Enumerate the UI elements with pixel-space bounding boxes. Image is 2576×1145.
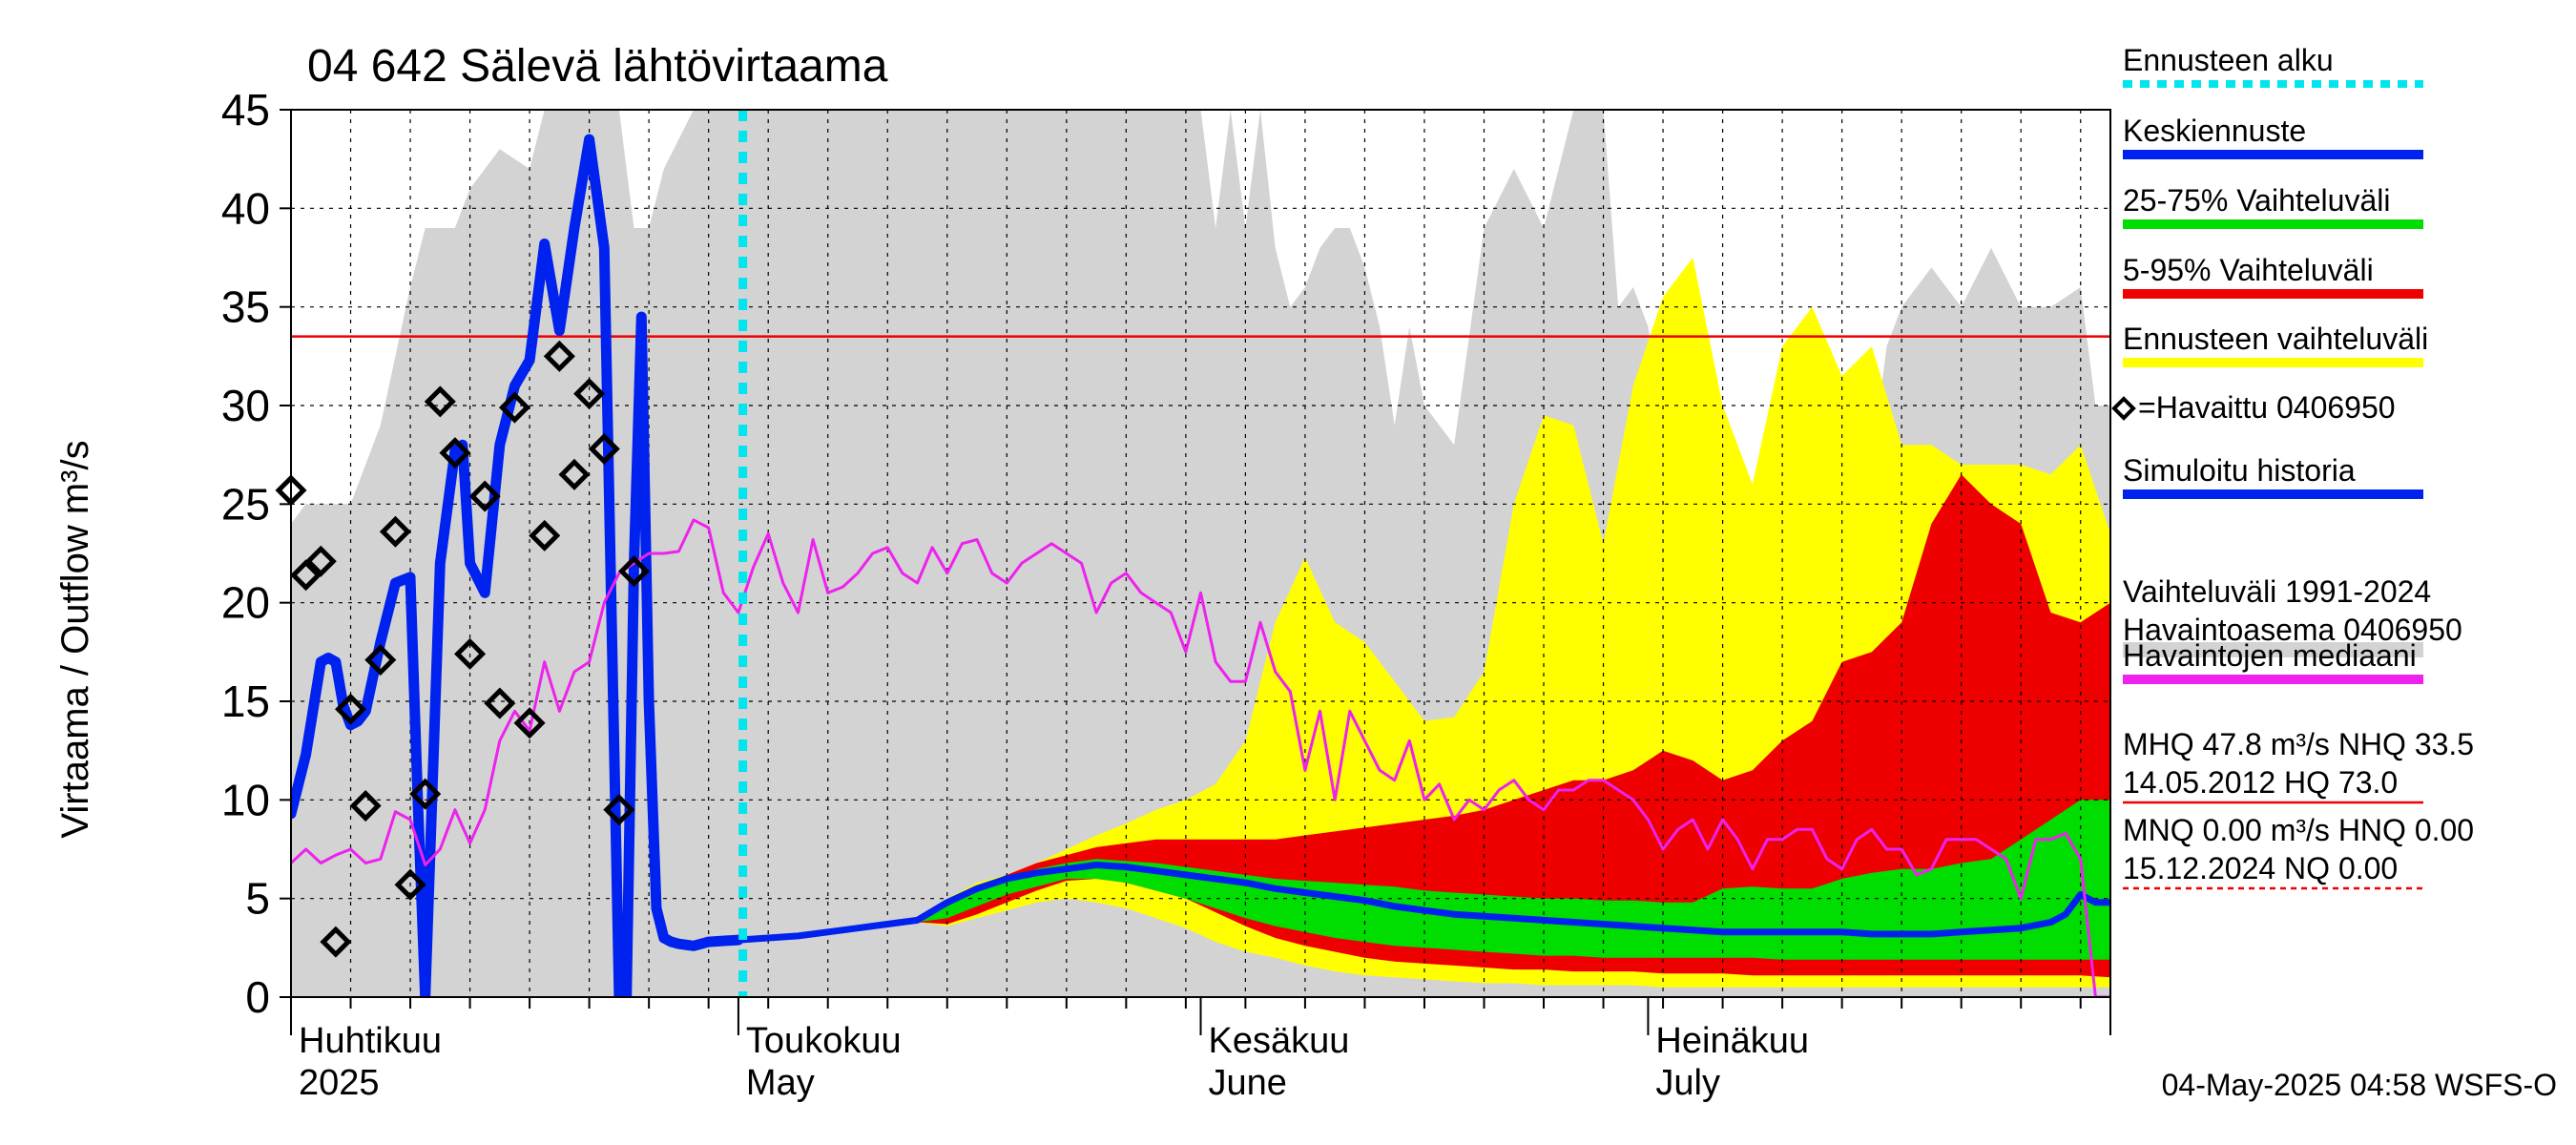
observed-point [588,432,620,466]
x-month-label: Toukokuu [746,1021,902,1061]
observed-point [304,545,337,577]
x-month-sublabel: May [746,1063,815,1103]
observed-point [573,378,606,410]
legend-swatch [2123,489,2423,499]
y-axis: 0 5 10 15 20 25 30 35 40 45 [221,85,291,1022]
observed-point [454,637,487,670]
x-month-label: Heinäkuu [1655,1021,1809,1061]
legend-label: 25-75% Vaihteluväli [2123,183,2390,218]
observed-point [379,515,411,548]
y-tick-label: 0 [245,972,270,1022]
x-month-sublabel: July [1655,1063,1720,1103]
chart-title: 04 642 Sälevä lähtövirtaama [307,41,888,92]
legend-label: 5-95% Vaihteluväli [2123,253,2374,287]
x-month-sublabel: 2025 [299,1063,380,1103]
observed-point [484,687,516,719]
legend-label: Simuloitu historia [2123,453,2356,488]
legend-label: Havaintojen mediaani [2123,638,2417,673]
legend-swatch [2123,150,2423,159]
observed-point [513,707,546,739]
observed-point [498,391,531,424]
observed-point [529,519,561,552]
observed-point [617,555,651,588]
y-tick-label: 15 [221,677,270,726]
legend-swatch [2123,642,2423,657]
x-month-sublabel: June [1209,1063,1287,1103]
legend-label: 15.12.2024 NQ 0.00 [2123,851,2398,885]
legend-diamond-icon [2111,396,2136,421]
legend-label: MNQ 0.00 m³/s HNQ 0.00 [2123,813,2474,847]
legend-swatch [2123,219,2423,229]
observed-point [439,437,471,469]
y-tick-label: 5 [245,874,270,924]
observed-point [334,693,367,725]
observed-point [603,794,635,826]
legend-label: Ennusteen alku [2123,43,2334,77]
legend-swatch [2123,358,2423,367]
observed-point [543,340,575,372]
plot-area [275,109,2111,998]
legend-label: 14.05.2012 HQ 73.0 [2123,765,2398,800]
forecast-25-75-band [917,800,2110,960]
y-tick-label: 45 [221,85,270,135]
y-axis-label: Virtaama / Outflow m³/s [54,440,96,838]
forecast-5-95-band [917,474,2110,978]
legend-label: Vaihteluväli 1991-2024 [2123,574,2431,609]
y-tick-label: 20 [221,578,270,628]
observed-point [424,385,456,418]
legend-swatch [2123,675,2423,684]
legend-swatch [2123,289,2423,299]
legend-label: =Havaittu 0406950 [2138,390,2396,425]
footer-timestamp: 04-May-2025 04:58 WSFS-O [2162,1068,2557,1102]
x-month-label: Huhtikuu [299,1021,442,1061]
y-tick-label: 35 [221,282,270,332]
x-month-label: Kesäkuu [1209,1021,1350,1061]
observed-point [320,926,352,958]
y-tick-label: 30 [221,381,270,430]
legend-label: Keskiennuste [2123,114,2306,148]
observed-point [364,644,397,677]
y-tick-label: 25 [221,479,270,529]
legend-label: Havaintoasema 0406950 [2123,613,2462,647]
observed-point [409,778,442,810]
observed-point [558,458,591,490]
legend: Ennusteen alku Keskiennuste 25-75% Vaihtel… [2111,43,2474,890]
observed-point [290,559,322,592]
series-line-keskiennuste [735,862,2110,944]
observed-point [468,480,501,512]
legend-label: Ennusteen vaihteluväli [2123,322,2428,356]
legend-label: MHQ 47.8 m³/s NHQ 33.5 [2123,727,2474,761]
series-line-havaintojen-mediaani [291,518,2110,997]
y-tick-label: 10 [221,775,270,824]
y-tick-label: 40 [221,183,270,233]
observed-point [349,789,382,822]
observed-point [394,868,426,901]
plot-layers [291,110,2110,997]
series-line-simuloitu-historia [291,134,744,997]
grid [291,110,2110,997]
